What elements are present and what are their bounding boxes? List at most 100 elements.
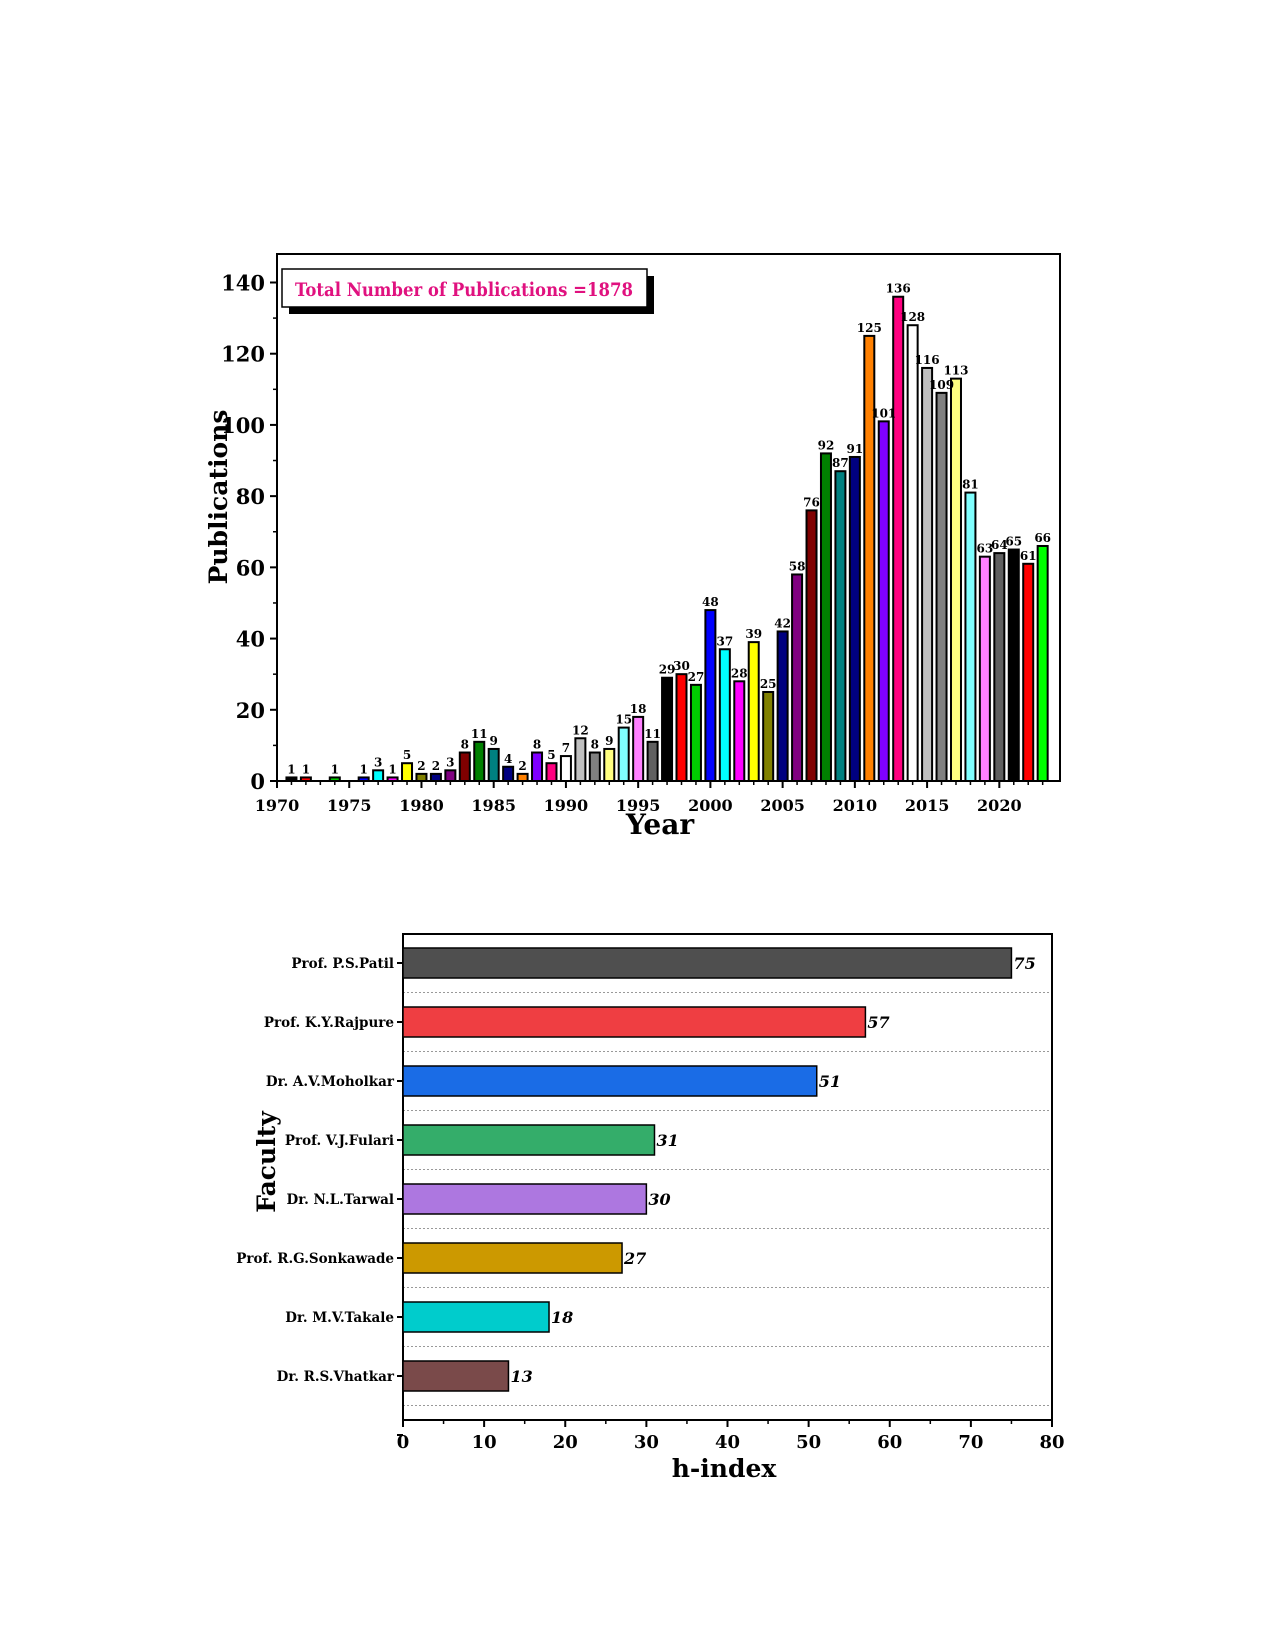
bar [718, 648, 731, 782]
data-label: 39 [745, 627, 762, 641]
data-label: 18 [551, 1308, 573, 1327]
x-tick-label: 2015 [905, 796, 950, 815]
data-label: 5 [547, 748, 555, 762]
faculty-label: Dr. R.S.Vhatkar [277, 1369, 395, 1385]
data-label: 61 [1020, 549, 1037, 563]
x-tick-label: 2010 [833, 796, 878, 815]
data-label: 109 [929, 378, 954, 392]
faculty-label: Dr. M.V.Takale [285, 1310, 394, 1326]
data-label: 125 [857, 321, 882, 335]
data-label: 13 [510, 1367, 532, 1386]
data-label: 18 [630, 702, 647, 716]
data-label: 3 [374, 755, 382, 769]
data-label: 76 [803, 495, 820, 509]
bar [848, 455, 861, 782]
bar [402, 1183, 648, 1215]
data-label: 2 [518, 759, 526, 773]
y-tick-label: 140 [221, 270, 265, 295]
data-label: 8 [461, 738, 469, 752]
data-label: 9 [605, 734, 613, 748]
data-label: 30 [673, 659, 690, 673]
data-label: 11 [644, 727, 661, 741]
bar [805, 509, 818, 782]
x-tick-label: 20 [553, 1432, 578, 1453]
data-label: 15 [615, 713, 632, 727]
y-tick-label: 40 [236, 627, 265, 652]
bar [776, 630, 789, 782]
data-label: 5 [403, 748, 411, 762]
bar [574, 737, 587, 782]
bar [689, 683, 702, 782]
bar [402, 1360, 510, 1392]
bar [675, 673, 688, 782]
bar [935, 391, 948, 782]
bar [632, 715, 645, 782]
data-label: 1 [302, 762, 310, 776]
bar [646, 740, 659, 782]
bar [603, 747, 616, 782]
data-label: 28 [731, 666, 748, 680]
x-tick-label: 50 [796, 1432, 821, 1453]
data-label: 29 [659, 663, 676, 677]
bar [372, 769, 385, 782]
bar [877, 420, 890, 782]
y-tick-label: 60 [236, 555, 265, 580]
bar [545, 762, 558, 782]
data-label: 27 [623, 1249, 646, 1268]
data-label: 2 [432, 759, 440, 773]
data-label: 3 [446, 755, 454, 769]
y-tick-label: 80 [236, 484, 265, 509]
x-tick-label: 2020 [977, 796, 1022, 815]
x-tick-label: 80 [1039, 1432, 1064, 1453]
bar [791, 573, 804, 782]
data-label: 75 [1013, 954, 1035, 973]
bar [402, 947, 1013, 979]
data-label: 7 [562, 741, 570, 755]
y-axis-title: Faculty [252, 1110, 281, 1213]
data-label: 37 [716, 634, 733, 648]
data-label: 81 [962, 478, 979, 492]
bar [402, 1006, 867, 1038]
bar [401, 762, 414, 782]
x-tick-label: 1990 [544, 796, 589, 815]
x-tick-label: 2005 [760, 796, 805, 815]
bar [415, 772, 428, 782]
x-tick-label: 70 [958, 1432, 983, 1453]
plot-frame [402, 933, 1053, 1421]
bar [906, 324, 919, 782]
faculty-label: Prof. R.G.Sonkawade [236, 1251, 394, 1267]
data-label: 42 [774, 616, 791, 630]
bar [402, 1065, 818, 1097]
data-label: 12 [572, 723, 589, 737]
bar [993, 552, 1006, 782]
bar [588, 751, 601, 782]
data-label: 8 [591, 738, 599, 752]
bar [834, 470, 847, 782]
bar [429, 772, 442, 782]
x-tick-label: 30 [634, 1432, 659, 1453]
data-label: 57 [867, 1013, 889, 1032]
x-tick-label: 1995 [616, 796, 661, 815]
y-tick-label: 20 [236, 698, 265, 723]
bar [402, 1124, 656, 1156]
x-tick-label: 1980 [399, 796, 444, 815]
data-label: 48 [702, 595, 719, 609]
data-label: 30 [648, 1190, 670, 1209]
bar [444, 769, 457, 782]
bar [1036, 544, 1049, 783]
data-label: 9 [490, 734, 498, 748]
data-label: 8 [533, 738, 541, 752]
bar [516, 772, 529, 782]
bar [1007, 548, 1020, 782]
data-label: 11 [471, 727, 488, 741]
y-tick-label: 100 [221, 413, 265, 438]
bar [502, 765, 515, 783]
bar [747, 641, 760, 782]
data-label: 66 [1034, 531, 1051, 545]
data-label: 87 [832, 456, 849, 470]
x-tick-label: 2000 [688, 796, 733, 815]
data-label: 64 [991, 538, 1008, 552]
bar [863, 334, 876, 782]
x-tick-label: 40 [715, 1432, 740, 1453]
x-tick-label: 0 [397, 1432, 410, 1453]
